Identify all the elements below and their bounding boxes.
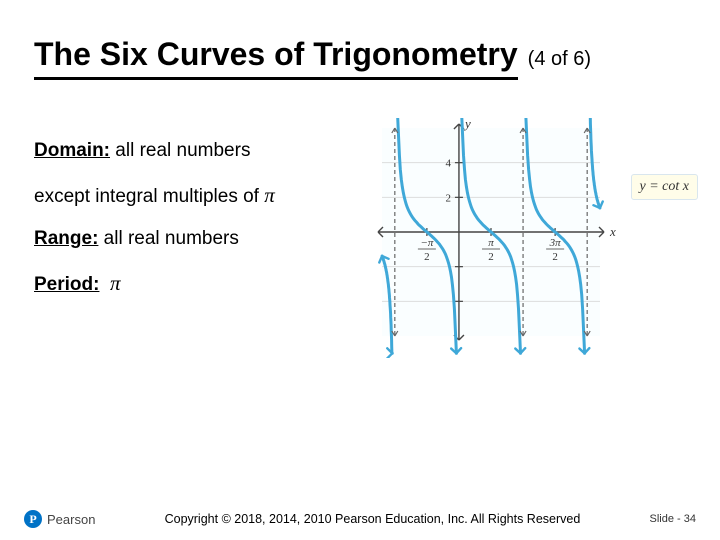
- svg-text:2: 2: [488, 251, 494, 263]
- svg-text:2: 2: [552, 251, 558, 263]
- svg-text:y: y: [463, 118, 471, 131]
- slide-number: Slide - 34: [650, 513, 697, 525]
- logo: P Pearson: [24, 510, 95, 528]
- domain-label: Domain:: [34, 140, 110, 161]
- svg-text:3π: 3π: [549, 237, 562, 249]
- svg-text:2: 2: [445, 192, 451, 204]
- domain-line: Domain: all real numbers: [34, 130, 344, 172]
- domain-line2: except integral multiples of π: [34, 172, 344, 218]
- range-line: Range: all real numbers: [34, 218, 344, 260]
- pearson-icon: P: [24, 510, 42, 528]
- svg-text:2: 2: [424, 251, 430, 263]
- range-label: Range:: [34, 228, 98, 249]
- slide-title: The Six Curves of Trigonometry: [34, 36, 518, 80]
- equation-box: y = cot x: [631, 174, 698, 200]
- svg-text:−π: −π: [420, 237, 433, 249]
- body-text: Domain: all real numbers except integral…: [34, 130, 344, 306]
- chart-wrap: −π 2 π 2 3π 2 2 4 x y y = cot x: [358, 118, 698, 368]
- copyright: Copyright © 2018, 2014, 2010 Pearson Edu…: [95, 512, 649, 526]
- pi-icon: π: [264, 183, 275, 207]
- range-text: all real numbers: [98, 228, 238, 249]
- footer: P Pearson Copyright © 2018, 2014, 2010 P…: [0, 510, 720, 528]
- period-line: Period: π: [34, 260, 344, 306]
- svg-text:x: x: [609, 224, 616, 239]
- period-label: Period:: [34, 274, 99, 295]
- logo-text: Pearson: [47, 512, 95, 527]
- title-row: The Six Curves of Trigonometry (4 of 6): [34, 36, 694, 80]
- domain-text: all real numbers: [110, 140, 250, 161]
- svg-text:4: 4: [445, 158, 451, 170]
- pi-icon: π: [110, 271, 121, 295]
- svg-text:π: π: [488, 237, 494, 249]
- slide-subtitle: (4 of 6): [522, 48, 591, 70]
- slide: The Six Curves of Trigonometry (4 of 6) …: [0, 0, 720, 540]
- cot-chart: −π 2 π 2 3π 2 2 4 x y: [358, 118, 618, 358]
